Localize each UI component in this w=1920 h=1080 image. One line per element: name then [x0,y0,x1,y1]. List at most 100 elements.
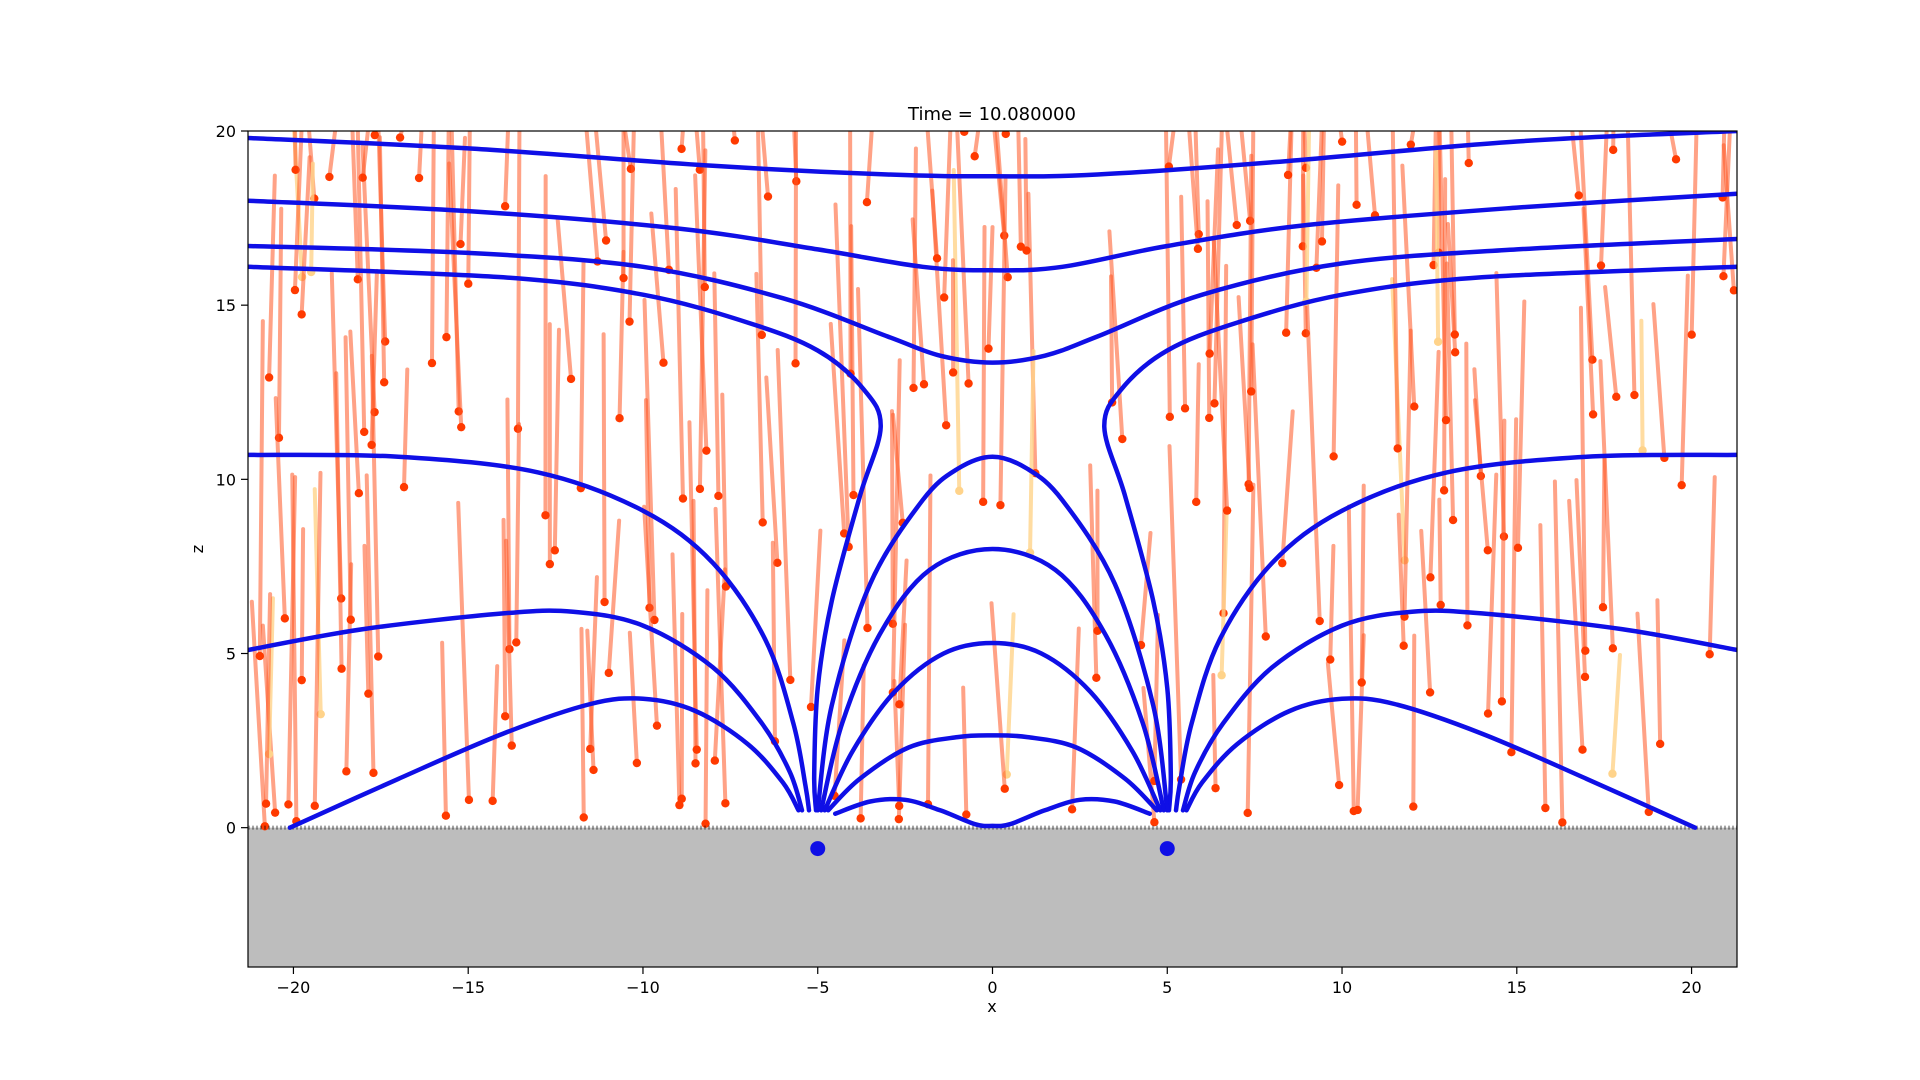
particle-trail [1428,349,1441,580]
particle-head [464,795,474,805]
particle-head [677,144,686,154]
particle-head [1436,600,1445,610]
particle-head [856,814,865,823]
particle-trail [649,211,666,365]
field-line [1184,696,1698,830]
particle-head [1630,390,1639,400]
particle-head [500,712,510,721]
particle-trail [348,329,361,496]
particle-trail [1578,305,1588,653]
particle-head [948,368,958,377]
particle-head [909,383,918,393]
particle-head [507,741,516,750]
particle-trail [955,131,971,386]
x-tick-label: 10 [1332,978,1352,997]
particle-trail [1402,328,1413,619]
particle-head [710,756,720,765]
particle-trail [355,131,367,434]
particle-trail [1434,146,1441,344]
particle-trail [417,131,424,181]
particle-head [379,378,389,387]
y-tick-label: 5 [226,645,236,664]
particle-trail [1437,497,1443,607]
field-line [248,131,1737,179]
plot-area [248,131,1737,967]
particle-trail [309,161,315,275]
particle-trail [1635,611,1651,814]
particle-trail [1187,131,1200,251]
particle-head [677,794,686,803]
particle-head [270,808,280,817]
y-tick-label: 15 [216,296,236,315]
particle-head [714,491,723,501]
particle-trail [986,225,995,351]
particle-head [758,518,767,527]
particle-head [702,446,711,455]
particle-trail [1390,131,1400,451]
particle-head [1211,783,1220,793]
particle-head [1729,286,1737,295]
particle-head [1001,131,1010,139]
particle-trail [670,552,682,808]
particle-head [1541,803,1550,813]
particle-trail [1141,686,1157,825]
particle-head [414,173,424,183]
particle-trail [1219,512,1229,678]
particle-trail [701,131,707,290]
particle-head [625,317,634,326]
particle-trail [360,131,370,180]
particle-trail [273,396,287,621]
particle-head [678,494,688,503]
particle-head [1574,191,1583,200]
particle-trail [659,131,671,272]
particle-head [932,254,942,263]
particle-head [342,767,351,776]
source-markers [810,841,1175,857]
particle-head [615,414,624,423]
y-tick-label: 10 [216,470,236,489]
particle-head [1334,780,1344,790]
particle-head [1180,404,1190,413]
particle-head [255,651,265,661]
particle-head [441,811,451,820]
particle-trail [552,327,561,553]
field-line [825,733,1160,813]
particle-trail [299,155,312,317]
particle-head [659,358,668,367]
particle-head [1581,646,1590,655]
particle-trail [444,131,451,340]
particle-trail [377,135,387,385]
particle-head [721,799,730,808]
particle-trail [1338,131,1345,144]
particle-head [773,558,782,568]
particle-head [1719,271,1728,281]
particle-head [692,745,701,754]
particle-head [325,172,334,182]
particle-head [1165,412,1175,422]
particle-head [488,796,497,806]
particle-trail [1359,483,1366,685]
particle-head [632,758,642,768]
particle-head [1558,818,1567,827]
y-tick-label: 0 [226,819,236,838]
particle-trail [1509,417,1519,755]
particle-head [1067,805,1077,814]
field-line [1173,452,1737,813]
particle-head [1705,650,1714,659]
particle-head [1283,170,1293,180]
particle-trail [1245,482,1256,815]
particle-trail [1689,131,1699,337]
particle-trail [1319,131,1326,244]
particle-head [1245,483,1254,493]
particle-trail [764,375,780,565]
ground-region [248,827,1737,967]
particle-trail [1152,612,1161,783]
particle-head [1608,769,1617,778]
particle-head [1513,543,1523,553]
particle-trail [1353,131,1359,207]
particle-head [589,765,598,775]
particle-trail [1437,131,1449,423]
particle-head [695,484,705,494]
particle-trail [1016,131,1023,249]
